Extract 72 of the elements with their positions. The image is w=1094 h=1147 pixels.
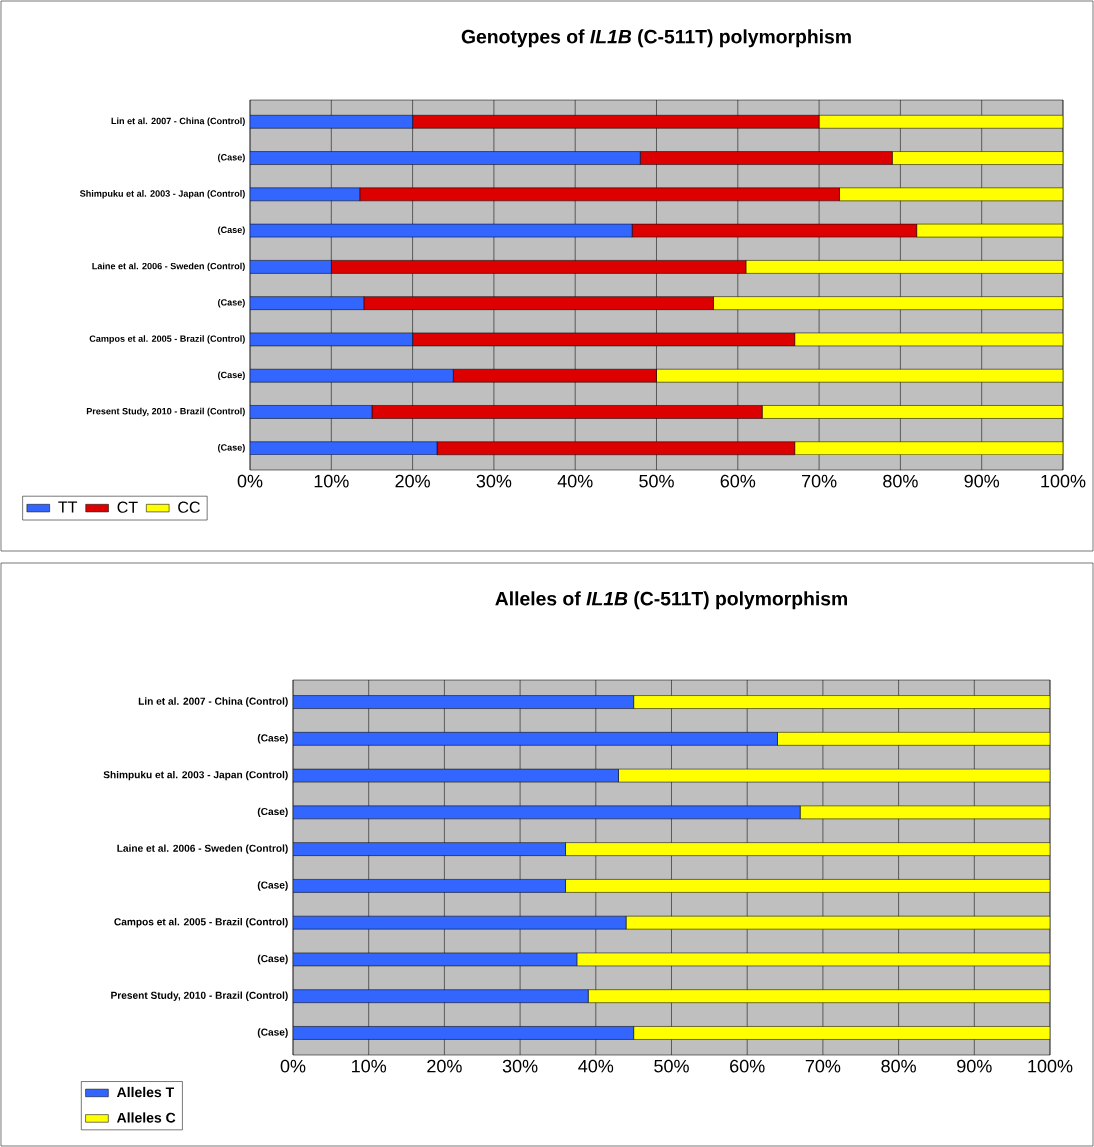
bar bbox=[761, 405, 1063, 419]
bar bbox=[250, 441, 438, 456]
bar bbox=[818, 115, 1063, 129]
x-tick-label: 20% bbox=[427, 1059, 462, 1073]
bar bbox=[293, 989, 589, 1003]
y-tick-label: Laine et al. 2006 - Sweden (Control) bbox=[92, 262, 245, 272]
bar bbox=[713, 296, 1063, 310]
y-tick-label: Campos et al. 2005 - Brazil (Control) bbox=[114, 917, 288, 928]
bar bbox=[745, 260, 1063, 274]
x-tick-label: 80% bbox=[883, 474, 918, 488]
chart-title: Alleles of IL1B (C-511T) polymorphism bbox=[495, 591, 848, 610]
x-tick-label: 70% bbox=[805, 1059, 841, 1073]
y-tick-label: Laine et al. 2006 - Sweden (Control) bbox=[117, 844, 288, 854]
bar bbox=[293, 695, 634, 709]
bar bbox=[892, 151, 1063, 165]
x-tick-label: 90% bbox=[957, 1059, 992, 1073]
x-tick-label: 30% bbox=[502, 1059, 538, 1073]
y-tick-label: Lin et al. 2007 - China (Control) bbox=[111, 117, 245, 127]
bar bbox=[293, 879, 566, 893]
y-tick-label: (Case) bbox=[257, 1028, 288, 1038]
y-tick-label: (Case) bbox=[218, 444, 245, 453]
bar bbox=[250, 187, 361, 202]
bar bbox=[293, 842, 566, 856]
chart-title: Genotypes of IL1B (C-511T) polymorphism bbox=[461, 29, 851, 48]
y-tick-label: Campos et al. 2005 - Brazil (Control) bbox=[89, 335, 245, 344]
y-tick-label: Shimpuku et al. 2003 - Japan (Control) bbox=[79, 190, 245, 199]
y-tick-label: (Case) bbox=[257, 881, 288, 891]
x-tick-label: 0% bbox=[280, 1059, 306, 1073]
bar bbox=[656, 368, 1063, 383]
y-tick-label: (Case) bbox=[218, 153, 245, 163]
y-tick-label: (Case) bbox=[218, 298, 245, 308]
x-tick-label: 10% bbox=[352, 1059, 387, 1073]
y-tick-label: Lin et al. 2007 - China (Control) bbox=[138, 697, 288, 707]
x-tick-label: 60% bbox=[730, 1059, 765, 1073]
x-tick-label: 100% bbox=[1028, 1059, 1073, 1073]
y-tick-label: (Case) bbox=[218, 226, 245, 235]
y-tick-label: (Case) bbox=[257, 807, 288, 818]
x-tick-label: 70% bbox=[802, 474, 837, 488]
y-tick-label: Shimpuku et al. 2003 - Japan (Control) bbox=[103, 770, 288, 781]
bar bbox=[250, 296, 365, 310]
bar bbox=[250, 405, 373, 419]
x-tick-label: 30% bbox=[476, 474, 512, 488]
x-tick-label: 80% bbox=[881, 1059, 916, 1073]
bar bbox=[839, 187, 1063, 202]
x-tick-label: 40% bbox=[578, 1059, 614, 1073]
y-tick-label: (Case) bbox=[257, 734, 288, 744]
y-tick-label: Present Study, 2010 - Brazil (Control) bbox=[86, 407, 245, 417]
x-tick-label: 40% bbox=[557, 474, 593, 488]
y-tick-label: Present Study, 2010 - Brazil (Control) bbox=[111, 991, 288, 1001]
x-tick-label: 100% bbox=[1041, 474, 1086, 488]
y-tick-label: (Case) bbox=[218, 371, 245, 380]
legend-label: TT bbox=[58, 501, 78, 513]
x-tick-label: 90% bbox=[964, 474, 1000, 488]
bar bbox=[250, 115, 413, 129]
bar bbox=[293, 1026, 634, 1040]
bar bbox=[250, 368, 454, 383]
x-tick-label: 20% bbox=[395, 474, 430, 488]
bar bbox=[250, 260, 332, 274]
x-tick-label: 10% bbox=[314, 474, 349, 488]
legend-label: CC bbox=[178, 501, 200, 513]
bar bbox=[293, 915, 627, 930]
y-tick-label: (Case) bbox=[257, 954, 288, 965]
bar bbox=[250, 151, 641, 165]
x-tick-label: 0% bbox=[237, 474, 263, 488]
x-tick-label: 50% bbox=[639, 474, 674, 488]
legend-label: CT bbox=[117, 501, 138, 513]
legend-label: Alleles C bbox=[116, 1112, 176, 1123]
bar bbox=[794, 441, 1063, 456]
legend-label: Alleles T bbox=[116, 1086, 174, 1098]
x-tick-label: 50% bbox=[654, 1059, 689, 1073]
x-tick-label: 60% bbox=[720, 474, 756, 488]
bar bbox=[293, 732, 778, 746]
